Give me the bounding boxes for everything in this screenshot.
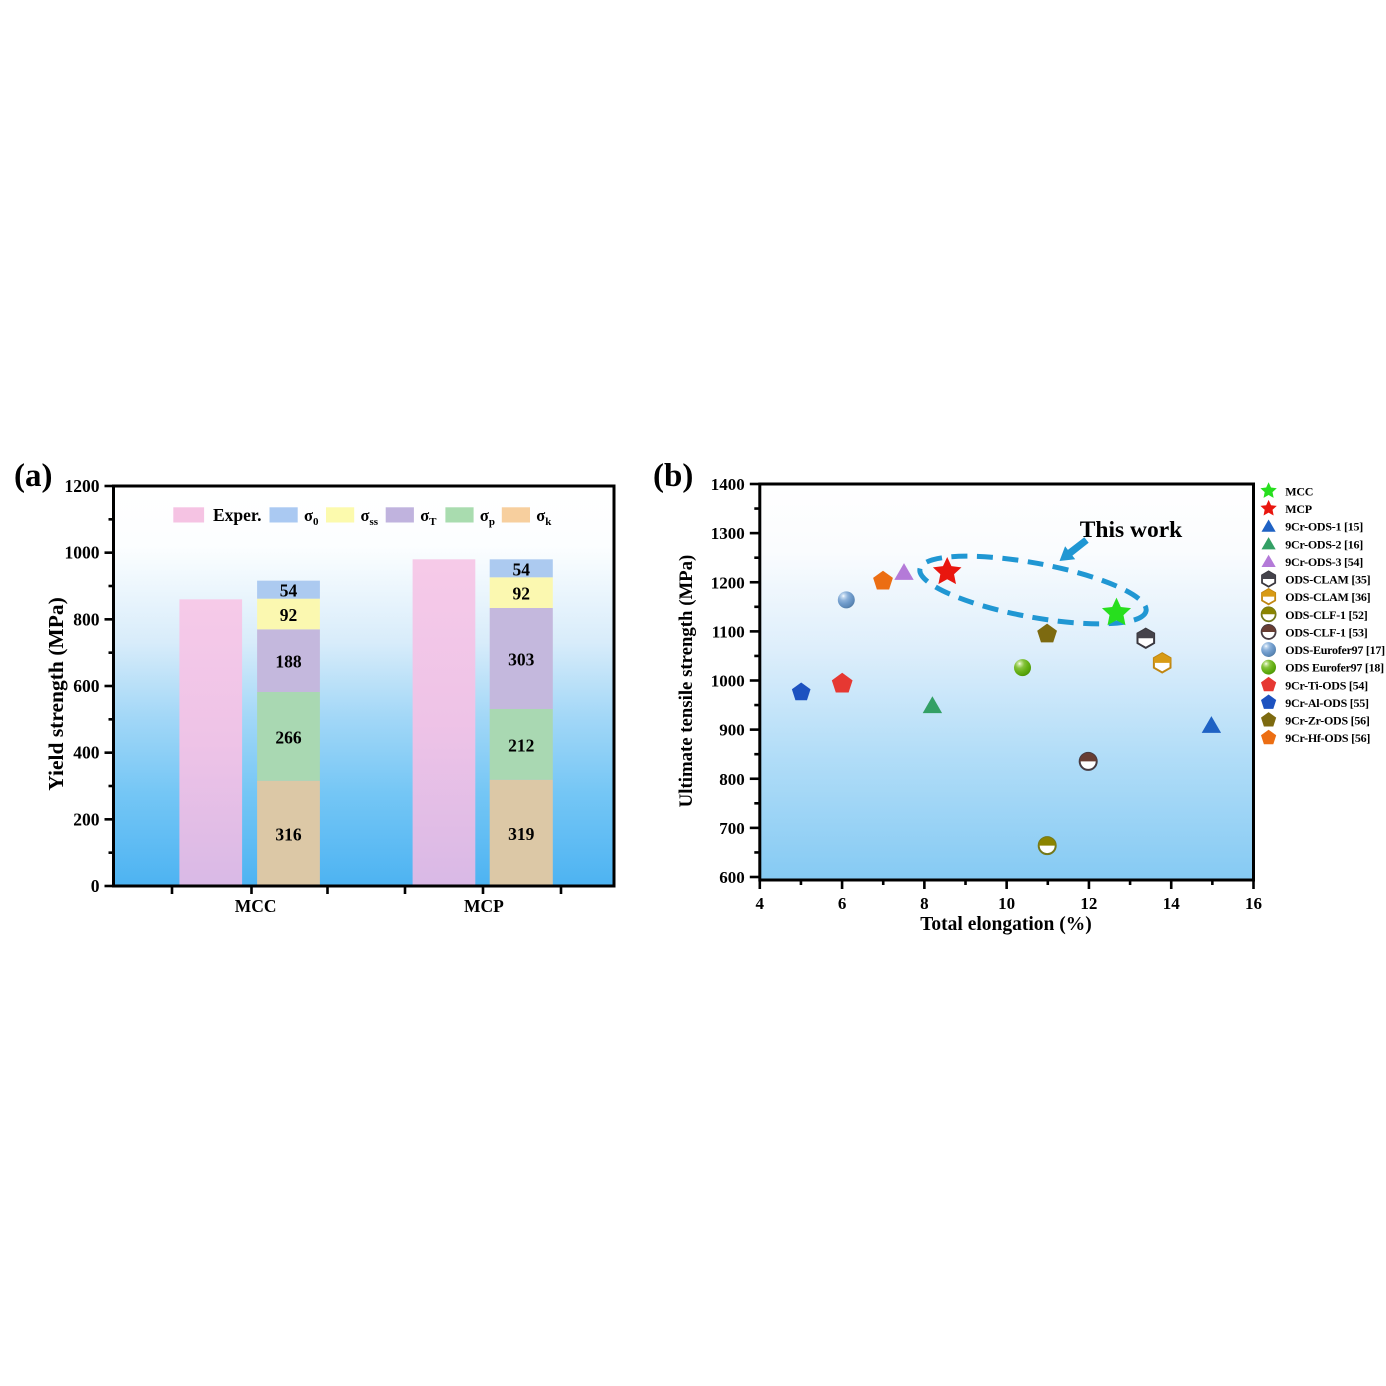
svg-text:54: 54 (280, 581, 298, 601)
svg-text:400: 400 (73, 743, 100, 763)
svg-text:16: 16 (1245, 894, 1262, 913)
svg-text:212: 212 (508, 735, 534, 755)
svg-text:266: 266 (275, 727, 302, 747)
svg-text:Total elongation (%): Total elongation (%) (920, 914, 1092, 935)
svg-text:Ultimate tensile strength (MPa: Ultimate tensile strength (MPa) (676, 555, 697, 808)
svg-text:1000: 1000 (711, 672, 745, 691)
svg-text:This work: This work (1080, 517, 1183, 543)
svg-text:14: 14 (1163, 894, 1181, 913)
svg-text:188: 188 (275, 652, 302, 672)
svg-text:Exper.: Exper. (213, 505, 261, 525)
svg-text:800: 800 (73, 609, 100, 629)
svg-text:4: 4 (756, 894, 765, 913)
svg-text:9Cr-ODS-3 [54]: 9Cr-ODS-3 [54] (1285, 555, 1363, 569)
svg-text:319: 319 (508, 824, 535, 844)
svg-text:600: 600 (719, 868, 745, 887)
svg-text:(b): (b) (653, 458, 693, 494)
svg-text:6: 6 (838, 894, 847, 913)
svg-text:MCP: MCP (1285, 502, 1312, 516)
svg-text:9Cr-Ti-ODS [54]: 9Cr-Ti-ODS [54] (1285, 678, 1368, 692)
svg-text:316: 316 (275, 824, 302, 844)
svg-text:700: 700 (719, 819, 745, 838)
svg-text:9Cr-Hf-ODS [56]: 9Cr-Hf-ODS [56] (1285, 731, 1370, 745)
svg-text:8: 8 (920, 894, 929, 913)
svg-text:ODS-CLAM [35]: ODS-CLAM [35] (1285, 573, 1370, 587)
svg-text:800: 800 (719, 770, 745, 789)
svg-text:ODS-CLF-1 [52]: ODS-CLF-1 [52] (1285, 608, 1367, 622)
svg-text:9Cr-ODS-2 [16]: 9Cr-ODS-2 [16] (1285, 537, 1363, 551)
svg-text:9Cr-Al-ODS [55]: 9Cr-Al-ODS [55] (1285, 696, 1369, 710)
svg-text:9Cr-Zr-ODS [56]: 9Cr-Zr-ODS [56] (1285, 714, 1370, 728)
svg-text:92: 92 (512, 584, 530, 604)
svg-text:10: 10 (998, 894, 1015, 913)
svg-text:1200: 1200 (711, 573, 745, 592)
svg-text:MCC: MCC (1285, 484, 1313, 498)
svg-text:MCP: MCP (464, 896, 504, 916)
svg-text:900: 900 (719, 721, 745, 740)
svg-text:1000: 1000 (65, 543, 100, 563)
svg-text:303: 303 (508, 650, 535, 670)
svg-text:Yield strength (MPa): Yield strength (MPa) (44, 597, 68, 790)
svg-text:92: 92 (280, 605, 298, 625)
svg-text:54: 54 (512, 559, 530, 579)
svg-text:9Cr-ODS-1 [15]: 9Cr-ODS-1 [15] (1285, 520, 1363, 534)
svg-text:200: 200 (73, 809, 100, 829)
svg-text:ODS-CLAM [36]: ODS-CLAM [36] (1285, 590, 1370, 604)
svg-text:ODS-CLF-1 [53]: ODS-CLF-1 [53] (1285, 625, 1367, 639)
svg-text:0: 0 (91, 876, 100, 896)
svg-text:MCC: MCC (235, 896, 277, 916)
svg-text:12: 12 (1080, 894, 1097, 913)
svg-text:(a): (a) (14, 458, 52, 494)
svg-text:1300: 1300 (711, 524, 745, 543)
svg-text:ODS-Eurofer97 [17]: ODS-Eurofer97 [17] (1285, 643, 1385, 657)
svg-text:1400: 1400 (711, 475, 745, 494)
svg-text:1200: 1200 (65, 476, 100, 496)
svg-text:ODS Eurofer97 [18]: ODS Eurofer97 [18] (1285, 661, 1384, 675)
svg-text:600: 600 (73, 676, 100, 696)
svg-text:1100: 1100 (712, 622, 745, 641)
